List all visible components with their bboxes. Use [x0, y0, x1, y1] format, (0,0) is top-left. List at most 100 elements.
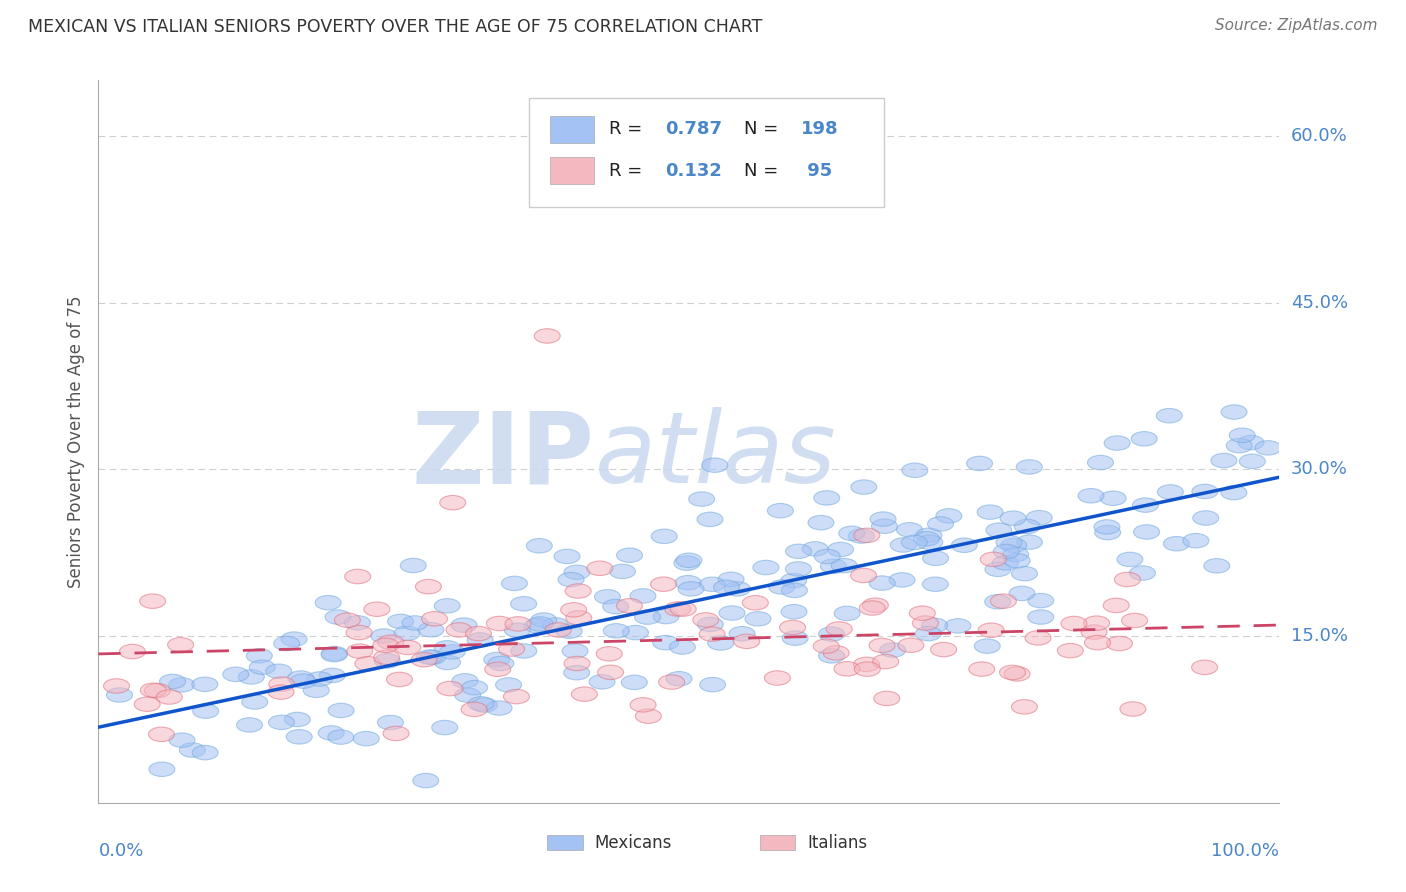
- Ellipse shape: [859, 601, 886, 615]
- Ellipse shape: [595, 590, 620, 604]
- Ellipse shape: [782, 631, 808, 646]
- Ellipse shape: [1099, 491, 1126, 506]
- Ellipse shape: [603, 624, 630, 638]
- Ellipse shape: [328, 730, 354, 744]
- Ellipse shape: [912, 615, 938, 631]
- Ellipse shape: [546, 623, 571, 637]
- Ellipse shape: [107, 688, 132, 702]
- Ellipse shape: [848, 529, 875, 543]
- Ellipse shape: [415, 580, 441, 594]
- Ellipse shape: [239, 670, 264, 684]
- Ellipse shape: [1211, 453, 1237, 467]
- Ellipse shape: [139, 594, 166, 608]
- Ellipse shape: [853, 528, 880, 542]
- Ellipse shape: [1087, 455, 1114, 470]
- Ellipse shape: [745, 612, 770, 626]
- Ellipse shape: [915, 528, 942, 542]
- Ellipse shape: [485, 662, 510, 676]
- Ellipse shape: [562, 644, 588, 658]
- Ellipse shape: [779, 620, 806, 635]
- Ellipse shape: [434, 656, 460, 670]
- Ellipse shape: [1220, 485, 1247, 500]
- Text: 95: 95: [801, 161, 832, 179]
- Ellipse shape: [269, 685, 294, 699]
- Ellipse shape: [290, 673, 316, 689]
- Ellipse shape: [554, 549, 581, 564]
- Ellipse shape: [768, 503, 793, 518]
- Ellipse shape: [853, 657, 880, 672]
- Ellipse shape: [558, 573, 583, 587]
- Ellipse shape: [1239, 435, 1264, 450]
- Ellipse shape: [488, 657, 513, 671]
- Ellipse shape: [564, 565, 591, 580]
- Ellipse shape: [104, 679, 129, 693]
- Ellipse shape: [344, 569, 371, 583]
- Ellipse shape: [718, 572, 744, 587]
- Ellipse shape: [378, 635, 404, 649]
- Ellipse shape: [1229, 428, 1256, 442]
- Ellipse shape: [145, 683, 170, 698]
- Ellipse shape: [159, 674, 186, 689]
- Ellipse shape: [872, 519, 897, 533]
- Ellipse shape: [543, 617, 568, 632]
- Ellipse shape: [742, 596, 768, 610]
- Ellipse shape: [980, 552, 1007, 566]
- Ellipse shape: [1104, 436, 1130, 450]
- Ellipse shape: [434, 640, 460, 655]
- Ellipse shape: [969, 662, 995, 676]
- Ellipse shape: [1002, 548, 1029, 562]
- Ellipse shape: [1004, 554, 1031, 568]
- Ellipse shape: [502, 576, 527, 591]
- Ellipse shape: [678, 582, 704, 596]
- Ellipse shape: [1000, 665, 1025, 680]
- Ellipse shape: [373, 638, 399, 653]
- Ellipse shape: [851, 568, 876, 582]
- Ellipse shape: [609, 564, 636, 579]
- Text: 60.0%: 60.0%: [1291, 127, 1347, 145]
- Ellipse shape: [889, 573, 915, 587]
- Ellipse shape: [898, 638, 924, 652]
- Ellipse shape: [993, 544, 1019, 558]
- Ellipse shape: [416, 650, 443, 665]
- Ellipse shape: [266, 664, 291, 679]
- Ellipse shape: [986, 523, 1012, 538]
- Ellipse shape: [1239, 454, 1265, 468]
- Ellipse shape: [699, 627, 725, 641]
- Ellipse shape: [1025, 631, 1052, 645]
- Ellipse shape: [1220, 405, 1247, 419]
- Ellipse shape: [630, 698, 657, 712]
- Ellipse shape: [834, 607, 860, 621]
- Ellipse shape: [993, 556, 1018, 570]
- Ellipse shape: [446, 623, 472, 637]
- Ellipse shape: [440, 495, 465, 510]
- Ellipse shape: [1104, 599, 1129, 613]
- Ellipse shape: [928, 516, 953, 531]
- Ellipse shape: [419, 650, 446, 665]
- Ellipse shape: [1121, 702, 1146, 716]
- Ellipse shape: [1192, 511, 1219, 525]
- Ellipse shape: [1084, 635, 1111, 650]
- Ellipse shape: [526, 539, 553, 553]
- Ellipse shape: [571, 687, 598, 701]
- Ellipse shape: [269, 715, 294, 730]
- Ellipse shape: [1156, 409, 1182, 423]
- Ellipse shape: [353, 731, 380, 746]
- Ellipse shape: [471, 698, 498, 712]
- Bar: [547, 835, 582, 850]
- Text: N =: N =: [744, 120, 785, 138]
- Ellipse shape: [966, 456, 993, 471]
- Text: 15.0%: 15.0%: [1291, 627, 1347, 645]
- Ellipse shape: [914, 532, 939, 546]
- Ellipse shape: [658, 675, 685, 690]
- Ellipse shape: [616, 599, 643, 613]
- Ellipse shape: [465, 626, 492, 640]
- Ellipse shape: [1192, 484, 1218, 499]
- Ellipse shape: [1000, 511, 1026, 525]
- Ellipse shape: [1028, 610, 1053, 624]
- Ellipse shape: [870, 512, 896, 526]
- Ellipse shape: [1132, 498, 1159, 512]
- Ellipse shape: [855, 662, 880, 676]
- Ellipse shape: [586, 561, 613, 575]
- Ellipse shape: [786, 544, 811, 558]
- Ellipse shape: [869, 638, 896, 653]
